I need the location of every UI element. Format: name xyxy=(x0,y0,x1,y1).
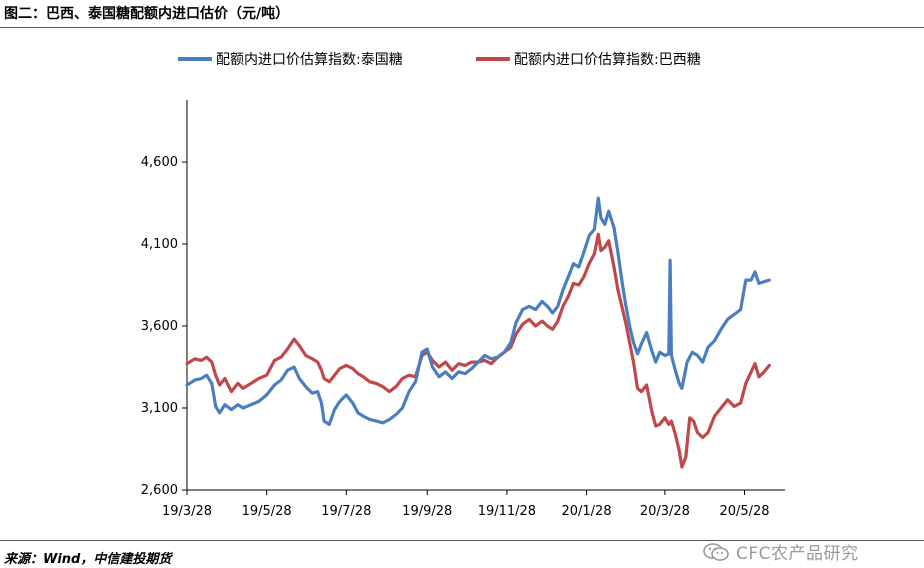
legend-swatch-brazil xyxy=(476,57,510,61)
x-tick-label: 19/3/28 xyxy=(162,504,212,519)
legend-swatch-thai xyxy=(178,57,212,61)
source-note: 来源：Wind，中信建投期货 xyxy=(4,552,172,567)
legend-item-thai: 配额内进口价估算指数:泰国糖 xyxy=(178,50,403,68)
y-tick-label: 2,600 xyxy=(141,483,178,498)
x-tick-label: 19/9/28 xyxy=(402,504,452,519)
x-tick-label: 19/5/28 xyxy=(242,504,292,519)
axes: 2,600 3,100 3,600 4,100 4,600 19/3/28 19/5/28 1… xyxy=(141,100,785,519)
x-tick-label: 19/7/28 xyxy=(321,504,371,519)
y-tick-label: 4,100 xyxy=(141,237,178,252)
series-line-brazil xyxy=(185,232,771,469)
legend-label-brazil: 配额内进口价估算指数:巴西糖 xyxy=(514,52,701,68)
figure-title: 图二：巴西、泰国糖配额内进口估价（元/吨） xyxy=(4,6,290,22)
chart-area: 配额内进口价估算指数:泰国糖 配额内进口价估算指数:巴西糖 2,600 3,100… xyxy=(0,28,924,564)
top-divider xyxy=(0,27,924,28)
x-tick-label: 20/1/28 xyxy=(561,504,611,519)
y-tick-label: 3,600 xyxy=(141,319,178,334)
x-tick-label: 19/11/28 xyxy=(478,504,536,519)
legend-label-thai: 配额内进口价估算指数:泰国糖 xyxy=(216,52,403,68)
x-tick-label: 20/3/28 xyxy=(640,504,690,519)
series-line-thai xyxy=(185,196,771,426)
watermark-text: CFC农产品研究 xyxy=(736,544,859,564)
legend-item-brazil: 配额内进口价估算指数:巴西糖 xyxy=(476,50,701,68)
bottom-divider xyxy=(0,540,924,541)
watermark: CFC农产品研究 xyxy=(702,539,859,564)
series-lines xyxy=(185,196,771,469)
line-chart: 2,600 3,100 3,600 4,100 4,600 19/3/28 19/5/28 1… xyxy=(141,100,785,519)
y-tick-label: 3,100 xyxy=(141,401,178,416)
y-tick-label: 4,600 xyxy=(141,155,178,170)
wechat-icon xyxy=(703,542,729,561)
x-tick-label: 20/5/28 xyxy=(719,504,769,519)
